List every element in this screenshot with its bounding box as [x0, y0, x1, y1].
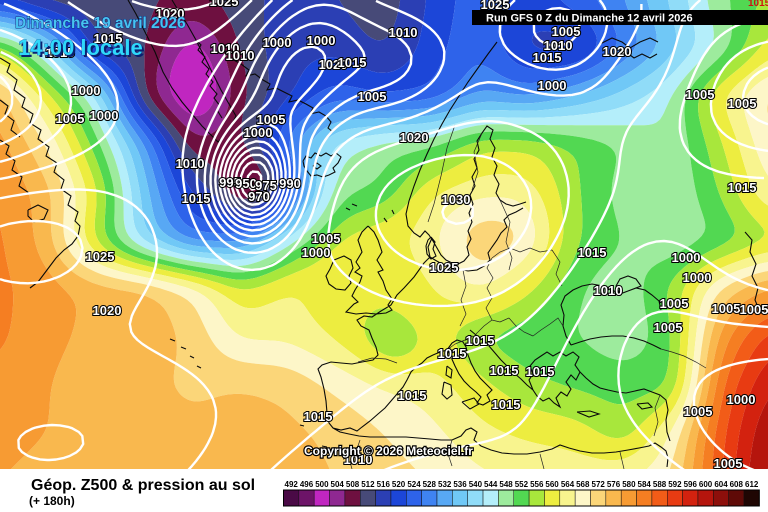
svg-text:604: 604: [714, 480, 728, 489]
svg-text:1000: 1000: [263, 35, 292, 50]
svg-text:512: 512: [361, 480, 375, 489]
svg-text:528: 528: [423, 480, 437, 489]
svg-text:1010: 1010: [544, 38, 573, 53]
svg-text:1005: 1005: [712, 301, 741, 316]
svg-text:Dimanche 19 avril 2026: Dimanche 19 avril 2026: [15, 15, 186, 32]
svg-text:608: 608: [730, 480, 744, 489]
svg-text:588: 588: [653, 480, 667, 489]
svg-text:1000: 1000: [90, 108, 119, 123]
svg-text:1005: 1005: [552, 24, 581, 39]
svg-text:1000: 1000: [72, 83, 101, 98]
svg-text:950: 950: [235, 176, 257, 191]
svg-text:516: 516: [377, 480, 391, 489]
svg-text:1015: 1015: [46, 45, 75, 60]
svg-text:1000: 1000: [244, 125, 273, 140]
svg-text:508: 508: [346, 480, 360, 489]
svg-text:496: 496: [300, 480, 314, 489]
svg-text:1005: 1005: [654, 320, 683, 335]
svg-text:1000: 1000: [683, 270, 712, 285]
svg-text:1005: 1005: [728, 96, 757, 111]
svg-text:1010: 1010: [389, 25, 418, 40]
svg-text:1005: 1005: [686, 87, 715, 102]
svg-text:Géop. Z500 & pression au sol: Géop. Z500 & pression au sol: [31, 477, 255, 494]
svg-text:1005: 1005: [312, 231, 341, 246]
svg-text:1010: 1010: [344, 452, 373, 467]
svg-text:572: 572: [592, 480, 606, 489]
svg-text:556: 556: [530, 480, 544, 489]
svg-text:Run GFS 0 Z du Dimanche 12 avr: Run GFS 0 Z du Dimanche 12 avril 2026: [486, 13, 693, 25]
svg-text:Copyright © 2026 Meteociel.fr: Copyright © 2026 Meteociel.fr: [304, 444, 473, 458]
svg-text:596: 596: [684, 480, 698, 489]
svg-text:975: 975: [255, 178, 277, 193]
svg-text:1005: 1005: [56, 111, 85, 126]
svg-text:1005: 1005: [684, 404, 713, 419]
svg-text:544: 544: [484, 480, 498, 489]
svg-text:1025: 1025: [481, 0, 510, 12]
svg-text:1005: 1005: [714, 456, 743, 471]
svg-text:504: 504: [331, 480, 345, 489]
svg-text:584: 584: [638, 480, 652, 489]
svg-text:1005: 1005: [660, 296, 689, 311]
svg-text:1010: 1010: [594, 283, 623, 298]
svg-text:1000: 1000: [538, 78, 567, 93]
svg-text:990: 990: [279, 176, 301, 191]
svg-text:1030: 1030: [442, 192, 471, 207]
svg-text:560: 560: [545, 480, 559, 489]
svg-text:1015: 1015: [438, 346, 467, 361]
svg-text:612: 612: [745, 480, 759, 489]
svg-text:1015: 1015: [728, 180, 757, 195]
svg-text:592: 592: [668, 480, 682, 489]
svg-text:580: 580: [622, 480, 636, 489]
svg-text:995: 995: [219, 175, 241, 190]
svg-text:524: 524: [407, 480, 421, 489]
svg-text:1020: 1020: [93, 303, 122, 318]
svg-text:1000: 1000: [672, 250, 701, 265]
svg-text:1000: 1000: [727, 392, 756, 407]
svg-text:1025: 1025: [430, 260, 459, 275]
svg-text:1010: 1010: [226, 48, 255, 63]
svg-text:1015: 1015: [304, 409, 333, 424]
svg-text:1015: 1015: [94, 31, 123, 46]
svg-text:492: 492: [285, 480, 299, 489]
svg-text:600: 600: [699, 480, 713, 489]
svg-text:1015: 1015: [578, 245, 607, 260]
svg-text:552: 552: [515, 480, 529, 489]
svg-text:1025: 1025: [210, 0, 239, 9]
svg-text:1015: 1015: [748, 0, 768, 9]
svg-text:564: 564: [561, 480, 575, 489]
svg-text:520: 520: [392, 480, 406, 489]
svg-text:532: 532: [438, 480, 452, 489]
svg-text:1020: 1020: [156, 6, 185, 21]
svg-text:1000: 1000: [307, 33, 336, 48]
svg-text:1010: 1010: [211, 41, 240, 56]
svg-text:1005: 1005: [257, 112, 286, 127]
svg-text:1020: 1020: [319, 57, 348, 72]
svg-text:1015: 1015: [398, 388, 427, 403]
svg-text:536: 536: [453, 480, 467, 489]
svg-text:1015: 1015: [533, 50, 562, 65]
svg-text:1015: 1015: [182, 191, 211, 206]
svg-text:1005: 1005: [358, 89, 387, 104]
svg-text:1005: 1005: [740, 302, 768, 317]
svg-text:14:00 locale: 14:00 locale: [18, 35, 143, 60]
svg-text:1025: 1025: [86, 249, 115, 264]
svg-text:568: 568: [576, 480, 590, 489]
svg-text:1000: 1000: [302, 245, 331, 260]
svg-text:1015: 1015: [492, 397, 521, 412]
svg-text:1015: 1015: [490, 363, 519, 378]
svg-text:1015: 1015: [526, 364, 555, 379]
svg-text:1015: 1015: [466, 333, 495, 348]
svg-text:576: 576: [607, 480, 621, 489]
svg-text:14:00 locale: 14:00 locale: [20, 37, 145, 62]
svg-text:1020: 1020: [400, 130, 429, 145]
svg-text:1015: 1015: [338, 55, 367, 70]
svg-text:1010: 1010: [176, 156, 205, 171]
svg-text:540: 540: [469, 480, 483, 489]
svg-text:(+ 180h): (+ 180h): [29, 494, 75, 508]
svg-text:500: 500: [315, 480, 329, 489]
svg-text:1020: 1020: [603, 44, 632, 59]
svg-text:970: 970: [248, 189, 270, 204]
svg-text:548: 548: [499, 480, 513, 489]
